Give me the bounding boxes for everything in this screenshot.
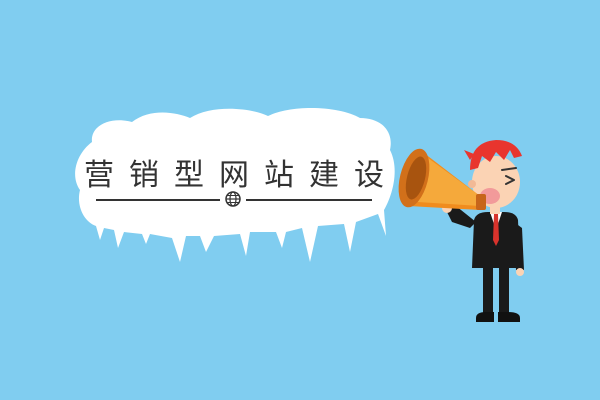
headline: 营 销 型 网 站 建 设: [84, 150, 384, 194]
man-suit: [472, 212, 520, 268]
headline-char: 营: [84, 158, 114, 193]
headline-char: 网: [219, 158, 249, 193]
man-arm-right: [514, 222, 524, 276]
divider-line-left: [96, 199, 220, 201]
megaphone: [398, 148, 486, 210]
divider-line-right: [246, 199, 372, 201]
headline-char: 设: [354, 158, 384, 193]
headline-char: 建: [309, 158, 339, 193]
man-legs: [476, 262, 520, 322]
headline-char: 型: [174, 158, 204, 193]
globe-icon: [225, 191, 241, 207]
headline-char: 销: [129, 158, 159, 193]
headline-char: 站: [264, 158, 294, 193]
